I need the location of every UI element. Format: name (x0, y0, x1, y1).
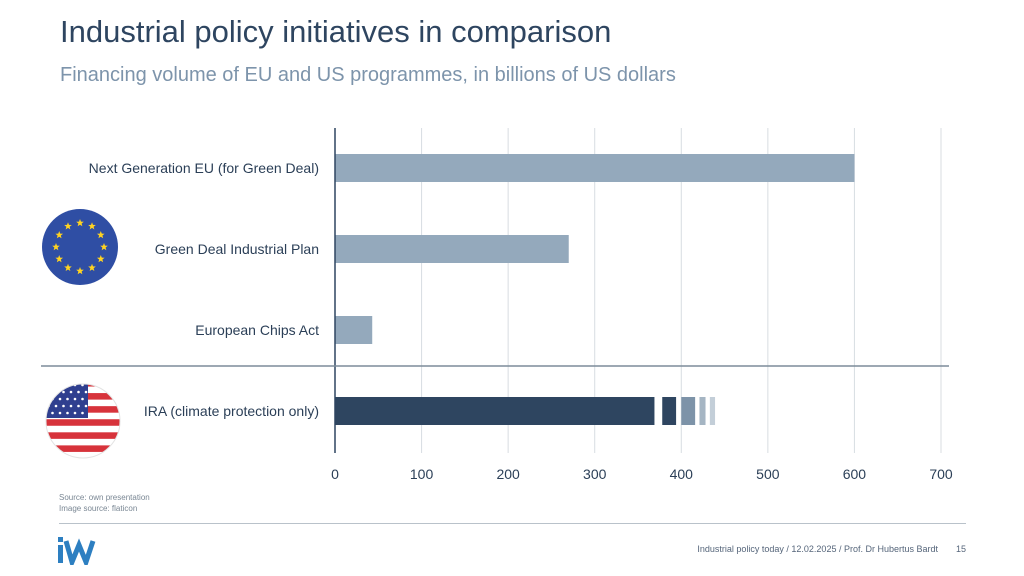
us-stripe (46, 445, 120, 452)
x-tick-labels: 0 100 200 300 400 500 600 700 (331, 466, 953, 482)
x-tick-label: 100 (410, 466, 434, 482)
eu-star (55, 231, 64, 239)
eu-star (52, 243, 60, 251)
page-number: 15 (956, 544, 967, 554)
category-label: European Chips Act (195, 322, 319, 338)
eu-star (88, 263, 96, 272)
bar (335, 316, 373, 344)
us-stripe (46, 419, 120, 426)
footer-divider (59, 523, 966, 524)
us-star (69, 404, 73, 408)
us-star (54, 390, 58, 394)
us-star (77, 404, 80, 408)
us-star (84, 390, 88, 394)
us-star (69, 390, 73, 394)
us-star (81, 411, 84, 415)
us-star (66, 411, 69, 415)
ira-range-segment (709, 397, 716, 425)
axes (41, 128, 949, 453)
us-star (51, 411, 54, 415)
eu-star (88, 222, 96, 230)
eu-star (55, 255, 64, 263)
bar (335, 235, 569, 263)
bar (335, 154, 855, 182)
bar (335, 397, 655, 425)
category-label: Next Generation EU (for Green Deal) (89, 160, 319, 176)
eu-star (64, 222, 72, 230)
image-source-line: Image source: flaticon (59, 504, 138, 513)
us-star (73, 397, 77, 401)
iw-logo: IW (58, 535, 96, 565)
ira-range-segment (699, 397, 706, 425)
category-label: Green Deal Industrial Plan (155, 241, 319, 257)
us-star (62, 404, 65, 408)
us-star (47, 390, 50, 394)
ira-range-segment (662, 397, 677, 425)
eu-star (64, 263, 72, 272)
x-tick-label: 400 (670, 466, 694, 482)
x-tick-label: 200 (496, 466, 520, 482)
x-tick-label: 600 (843, 466, 867, 482)
footer-citation: Industrial policy today / 12.02.2025 / P… (697, 544, 938, 554)
eu-flag-icon (42, 209, 118, 285)
us-star (58, 397, 62, 401)
us-star (46, 411, 47, 415)
x-tick-label: 300 (583, 466, 607, 482)
us-star (46, 397, 47, 401)
us-star (58, 411, 62, 415)
us-star (66, 384, 69, 387)
us-stripe (46, 432, 120, 439)
eu-star (76, 267, 84, 275)
x-tick-label: 0 (331, 466, 339, 482)
us-stripe (40, 458, 130, 465)
eu-star (76, 219, 84, 227)
category-label: IRA (climate protection only) (144, 403, 319, 419)
page-title: Industrial policy initiatives in compari… (60, 14, 612, 49)
source-line: Source: own presentation (59, 493, 150, 502)
eu-star (96, 255, 105, 263)
x-tick-label: 700 (929, 466, 953, 482)
eu-star (96, 231, 105, 239)
page-subtitle: Financing volume of EU and US programmes… (60, 64, 676, 86)
bars (335, 154, 855, 425)
us-flag-icon (40, 383, 130, 465)
source-note: Source: own presentation Image source: f… (59, 492, 150, 514)
us-star (46, 384, 47, 387)
logo-text: IW (58, 535, 59, 536)
ira-range-segment (681, 397, 696, 425)
us-star (73, 411, 77, 415)
us-star (81, 397, 84, 401)
us-star (62, 390, 65, 394)
us-star (66, 397, 69, 401)
us-star (84, 404, 88, 408)
us-star (77, 390, 80, 394)
us-star (58, 384, 62, 387)
us-star (51, 384, 54, 387)
bar-chart: Next Generation EU (for Green Deal) Green… (40, 128, 953, 482)
category-labels: Next Generation EU (for Green Deal) Green… (89, 160, 319, 419)
eu-star (100, 243, 108, 251)
x-tick-label: 500 (756, 466, 780, 482)
us-star (54, 404, 58, 408)
